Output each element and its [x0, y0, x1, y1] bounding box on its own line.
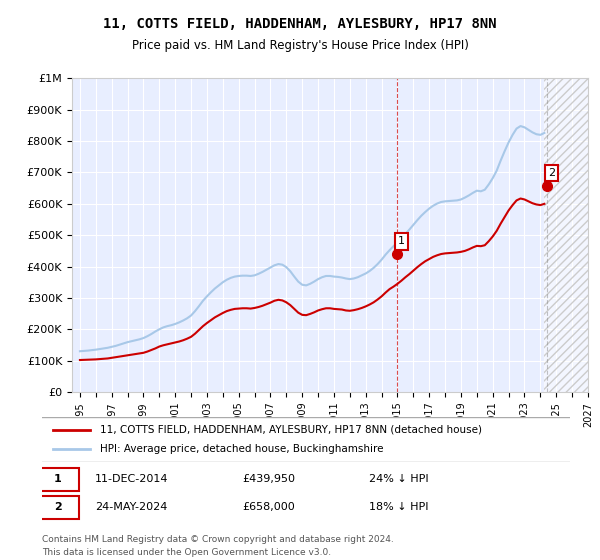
Text: 11, COTTS FIELD, HADDENHAM, AYLESBURY, HP17 8NN (detached house): 11, COTTS FIELD, HADDENHAM, AYLESBURY, H…: [100, 424, 482, 435]
Bar: [544, 78, 588, 392]
Text: 1: 1: [398, 236, 405, 246]
Text: Price paid vs. HM Land Registry's House Price Index (HPI): Price paid vs. HM Land Registry's House …: [131, 39, 469, 52]
Text: 2: 2: [548, 168, 555, 178]
FancyBboxPatch shape: [37, 417, 575, 463]
Text: £439,950: £439,950: [242, 474, 296, 484]
Bar: [544, 78, 588, 392]
Text: 24% ↓ HPI: 24% ↓ HPI: [370, 474, 429, 484]
Text: 2: 2: [54, 502, 62, 512]
Text: Contains HM Land Registry data © Crown copyright and database right 2024.: Contains HM Land Registry data © Crown c…: [42, 535, 394, 544]
Text: HPI: Average price, detached house, Buckinghamshire: HPI: Average price, detached house, Buck…: [100, 445, 383, 455]
FancyBboxPatch shape: [37, 468, 79, 491]
Text: 18% ↓ HPI: 18% ↓ HPI: [370, 502, 429, 512]
Text: 11, COTTS FIELD, HADDENHAM, AYLESBURY, HP17 8NN: 11, COTTS FIELD, HADDENHAM, AYLESBURY, H…: [103, 17, 497, 31]
FancyBboxPatch shape: [37, 496, 79, 519]
Text: 1: 1: [54, 474, 62, 484]
Text: 11-DEC-2014: 11-DEC-2014: [95, 474, 168, 484]
Text: 24-MAY-2024: 24-MAY-2024: [95, 502, 167, 512]
Text: This data is licensed under the Open Government Licence v3.0.: This data is licensed under the Open Gov…: [42, 548, 331, 557]
Text: £658,000: £658,000: [242, 502, 295, 512]
